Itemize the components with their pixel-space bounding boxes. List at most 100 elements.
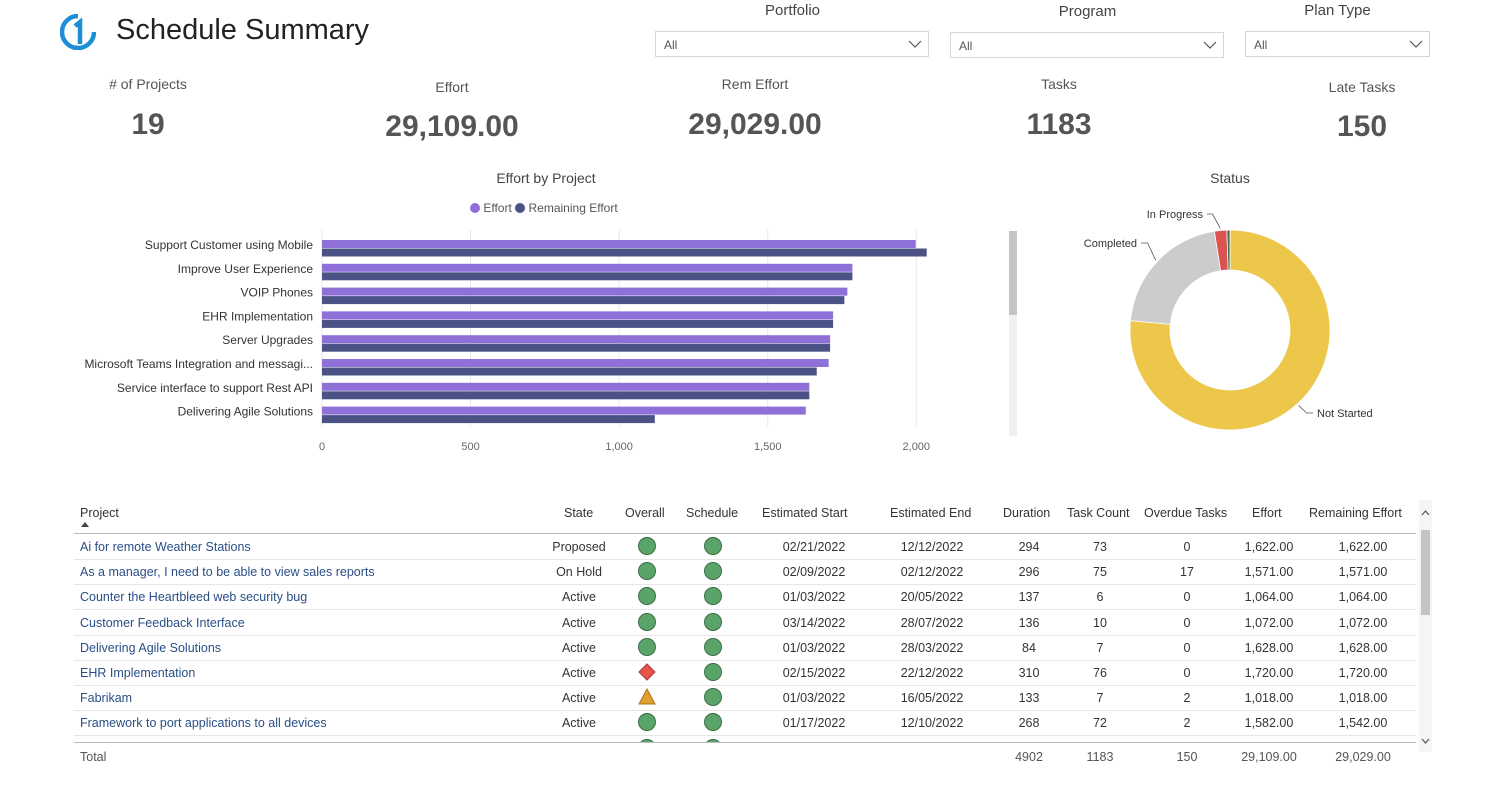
category-label: EHR Implementation	[202, 309, 313, 323]
table-row[interactable]: Customer Feedback Interface Active 03/14/2…	[74, 610, 1416, 636]
category-label: Improve User Experience	[178, 262, 314, 276]
green-circle-icon	[704, 612, 722, 631]
schedule-cell	[703, 637, 723, 662]
project-link[interactable]: Framework to port applications to all de…	[80, 716, 327, 731]
plan-type-dropdown-value: All	[1254, 38, 1268, 52]
remaining-effort-bar[interactable]	[322, 248, 927, 257]
task-count-cell: 75	[1093, 565, 1107, 580]
remaining-effort-bar[interactable]	[322, 296, 845, 305]
plan-type-slicer-label: Plan Type	[1304, 2, 1371, 19]
table-scrollbar-thumb[interactable]	[1421, 530, 1430, 615]
table-row[interactable]: Counter the Heartbleed web security bug A…	[74, 584, 1416, 611]
table-scrollbar[interactable]	[1419, 500, 1432, 752]
program-dropdown[interactable]: All	[950, 32, 1224, 58]
effort-cell: 1,064.00	[1244, 590, 1294, 605]
table-row[interactable]: Ai for remote Weather Stations Proposed 02…	[74, 534, 1416, 560]
table-row[interactable]: Fabrikam Active 01/03/2022 16/05/2022 133 7 2 1…	[74, 685, 1416, 712]
col-header-schedule[interactable]: Schedule	[686, 506, 739, 520]
remaining-effort-bar[interactable]	[322, 415, 655, 424]
col-header-state[interactable]: State	[564, 506, 594, 520]
table-row[interactable]: EHR Implementation Active 02/15/2022 22/12/…	[74, 660, 1416, 686]
effort-cell: 1,571.00	[1244, 565, 1294, 580]
remaining-effort-bar[interactable]	[322, 367, 817, 376]
remaining-effort-bar[interactable]	[322, 391, 810, 400]
donut-slice[interactable]	[1129, 229, 1331, 431]
x-tick-label: 1,500	[754, 441, 782, 453]
plan-type-dropdown[interactable]: All	[1245, 31, 1430, 57]
schedule-cell	[703, 561, 723, 586]
donut-slice[interactable]	[1226, 229, 1231, 271]
schedule-cell	[703, 612, 723, 637]
effort-cell: 1,582.00	[1244, 716, 1294, 731]
state-cell: Active	[561, 666, 597, 680]
project-link[interactable]: Fabrikam	[80, 691, 133, 706]
col-header-remaining-effort[interactable]: Remaining Effort	[1309, 506, 1402, 520]
category-label: Service interface to support Rest API	[117, 381, 313, 395]
project-link[interactable]: Customer Feedback Interface	[80, 615, 245, 630]
project-link[interactable]: Ai for remote Weather Stations	[80, 540, 251, 554]
donut-leader-line	[1141, 242, 1157, 261]
state-cell: Active	[561, 691, 597, 706]
table-row[interactable]: Framework to port applications to all de…	[74, 710, 1416, 737]
effort-bar[interactable]	[322, 287, 848, 296]
green-circle-icon	[704, 663, 722, 681]
kpi-projects-label: # of Projects	[109, 76, 187, 92]
scroll-down-icon[interactable]	[1421, 738, 1430, 745]
category-label: Server Upgrades	[222, 333, 313, 347]
project-link[interactable]: Counter the Heartbleed web security bug	[80, 590, 308, 605]
schedule-cell	[703, 662, 723, 687]
effort-bar[interactable]	[322, 311, 834, 320]
x-tick-label: 500	[461, 441, 479, 453]
green-circle-icon	[704, 713, 722, 732]
scroll-up-icon[interactable]	[1421, 509, 1430, 516]
col-header-task-count[interactable]: Task Count	[1067, 506, 1130, 520]
remaining-effort-cell: 1,720.00	[1338, 666, 1388, 680]
overall-cell	[637, 536, 657, 561]
col-header-effort[interactable]: Effort	[1252, 506, 1282, 520]
green-circle-icon	[638, 587, 656, 606]
green-circle-icon	[638, 637, 656, 656]
overall-cell	[637, 662, 657, 687]
col-header-duration[interactable]: Duration	[1003, 506, 1051, 520]
green-circle-icon	[704, 637, 722, 656]
donut-slice[interactable]	[1130, 230, 1222, 325]
col-header-overall[interactable]: Overall	[625, 506, 665, 520]
table-row[interactable]: Delivering Agile Solutions Active 01/03/20…	[74, 635, 1416, 661]
total-task-count: 1183	[1086, 750, 1114, 764]
col-header-project[interactable]: Project	[80, 506, 119, 520]
effort-chart-legend: Effort Remaining Effort	[470, 201, 618, 215]
table-row[interactable]: As a manager, I need to be able to view …	[74, 559, 1416, 586]
task-count-cell: 73	[1093, 540, 1107, 554]
remaining-effort-bar[interactable]	[322, 319, 834, 328]
effort-bar[interactable]	[322, 382, 810, 391]
legend-marker-remaining	[515, 203, 526, 213]
end-cell: 12/10/2022	[900, 716, 964, 731]
green-circle-icon	[638, 562, 656, 581]
state-cell: Active	[561, 590, 597, 605]
overdue-tasks-cell: 0	[1183, 666, 1191, 680]
remaining-effort-bar[interactable]	[322, 272, 853, 281]
state-cell: Active	[561, 615, 597, 630]
col-header-estimated-end[interactable]: Estimated End	[890, 506, 972, 520]
project-link[interactable]: As a manager, I need to be able to view …	[80, 565, 375, 580]
project-link[interactable]: Delivering Agile Solutions	[80, 640, 222, 655]
effort-bar[interactable]	[322, 406, 806, 415]
legend-effort[interactable]: Effort	[470, 201, 512, 215]
kpi-tasks-label: Tasks	[1041, 76, 1077, 92]
portfolio-dropdown[interactable]: All	[655, 31, 929, 57]
red-diamond-icon	[638, 663, 656, 681]
chart-scrollbar[interactable]	[1009, 231, 1017, 436]
start-cell: 02/09/2022	[782, 565, 846, 580]
effort-bar[interactable]	[322, 263, 853, 272]
chart-scrollbar-thumb[interactable]	[1009, 231, 1017, 315]
effort-bar[interactable]	[322, 240, 916, 248]
col-header-overdue-tasks[interactable]: Overdue Tasks	[1144, 506, 1228, 520]
schedule-cell	[703, 586, 723, 611]
effort-bar[interactable]	[322, 335, 831, 344]
col-header-estimated-start[interactable]: Estimated Start	[762, 506, 848, 520]
project-link[interactable]: EHR Implementation	[80, 666, 196, 680]
state-cell: Active	[561, 716, 597, 731]
remaining-effort-bar[interactable]	[322, 343, 831, 352]
legend-remaining-effort[interactable]: Remaining Effort	[515, 201, 618, 215]
effort-bar[interactable]	[322, 359, 829, 367]
